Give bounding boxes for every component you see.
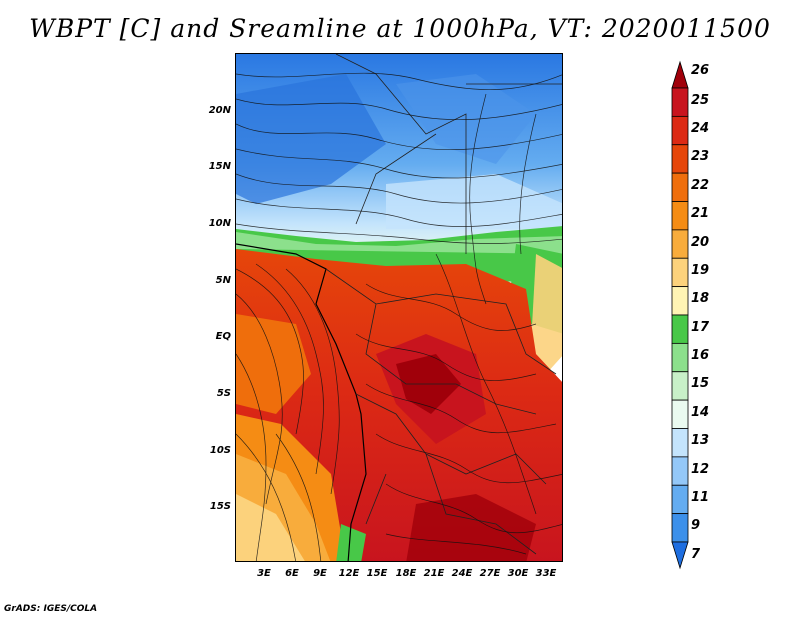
colorbar-label: 19: [691, 263, 710, 278]
colorbar-swatch: [671, 87, 689, 117]
colorbar-label: 18: [691, 291, 710, 306]
colorbar-swatch: [671, 484, 689, 515]
lat-label: 5N: [215, 275, 231, 286]
colorbar-swatch: [671, 513, 689, 543]
colorbar-label: 21: [691, 206, 710, 221]
colorbar-swatch: [671, 314, 689, 344]
colorbar-swatch: [671, 201, 689, 231]
colorbar-label: 9: [691, 518, 701, 533]
colorbar-swatch: [671, 456, 689, 486]
colorbar-label: 22: [691, 178, 710, 193]
colorbar-label: 26: [691, 63, 710, 78]
colorbar-swatch: [671, 342, 689, 373]
colorbar-label: 23: [691, 149, 710, 164]
colorbar-swatch: [671, 172, 689, 202]
lon-label: 9E: [313, 568, 327, 579]
colorbar-swatch: [671, 371, 689, 401]
map-title: WBPT [C] and Sreamline at 1000hPa, VT: 2…: [29, 14, 771, 43]
colorbar-label: 11: [691, 490, 710, 505]
colorbar-swatch: [671, 229, 689, 259]
streamlines: [236, 72, 562, 561]
colorbar-swatch: [671, 115, 689, 146]
colorbar-top-arrow: [671, 60, 689, 89]
colorbar-label: 14: [691, 405, 710, 420]
colorbar-label: 17: [691, 320, 710, 335]
colorbar-label: 16: [691, 348, 710, 363]
lat-label: 10S: [209, 445, 231, 456]
lat-label: EQ: [215, 331, 231, 342]
wbpt-field: [236, 54, 562, 561]
colorbar-label: 25: [691, 93, 710, 108]
colorbar: [671, 60, 689, 570]
lon-label: 18E: [395, 568, 417, 579]
lat-label: 15N: [208, 161, 231, 172]
colorbar-label: 7: [691, 547, 701, 562]
map-panel: [235, 53, 563, 562]
colorbar-swatch: [671, 257, 689, 288]
lat-label: 10N: [208, 218, 231, 229]
colorbar-swatch: [671, 144, 689, 174]
lat-label: 15S: [209, 501, 231, 512]
lon-label: 33E: [535, 568, 557, 579]
colorbar-swatch: [671, 428, 689, 458]
colorbar-label: 20: [691, 235, 710, 250]
colorbar-swatch: [671, 286, 689, 316]
lon-label: 24E: [451, 568, 473, 579]
grads-credit: GrADS: IGES/COLA: [4, 604, 98, 614]
lat-label: 5S: [216, 388, 231, 399]
colorbar-label: 12: [691, 462, 710, 477]
lon-label: 21E: [423, 568, 445, 579]
lon-label: 3E: [257, 568, 271, 579]
colorbar-bottom-arrow: [671, 541, 689, 570]
colorbar-swatch: [671, 399, 689, 429]
lon-label: 6E: [285, 568, 299, 579]
colorbar-label: 24: [691, 121, 710, 136]
colorbar-label: 15: [691, 376, 710, 391]
lon-label: 15E: [366, 568, 388, 579]
lon-label: 12E: [338, 568, 360, 579]
lat-label: 20N: [208, 105, 231, 116]
lon-label: 30E: [507, 568, 529, 579]
colorbar-label: 13: [691, 433, 710, 448]
lon-label: 27E: [479, 568, 501, 579]
